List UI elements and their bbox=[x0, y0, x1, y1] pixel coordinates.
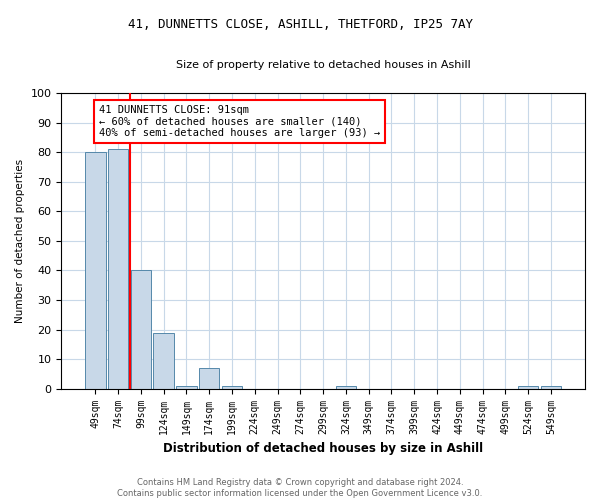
Bar bbox=[541, 386, 561, 388]
Bar bbox=[335, 386, 356, 388]
X-axis label: Distribution of detached houses by size in Ashill: Distribution of detached houses by size … bbox=[163, 442, 483, 455]
Text: Contains HM Land Registry data © Crown copyright and database right 2024.
Contai: Contains HM Land Registry data © Crown c… bbox=[118, 478, 482, 498]
Bar bbox=[176, 386, 197, 388]
Y-axis label: Number of detached properties: Number of detached properties bbox=[15, 159, 25, 323]
Bar bbox=[199, 368, 220, 388]
Bar bbox=[131, 270, 151, 388]
Bar bbox=[518, 386, 538, 388]
Text: 41, DUNNETTS CLOSE, ASHILL, THETFORD, IP25 7AY: 41, DUNNETTS CLOSE, ASHILL, THETFORD, IP… bbox=[128, 18, 473, 30]
Bar bbox=[222, 386, 242, 388]
Text: 41 DUNNETTS CLOSE: 91sqm
← 60% of detached houses are smaller (140)
40% of semi-: 41 DUNNETTS CLOSE: 91sqm ← 60% of detach… bbox=[99, 105, 380, 138]
Title: Size of property relative to detached houses in Ashill: Size of property relative to detached ho… bbox=[176, 60, 470, 70]
Bar bbox=[108, 149, 128, 388]
Bar bbox=[85, 152, 106, 388]
Bar bbox=[154, 332, 174, 388]
